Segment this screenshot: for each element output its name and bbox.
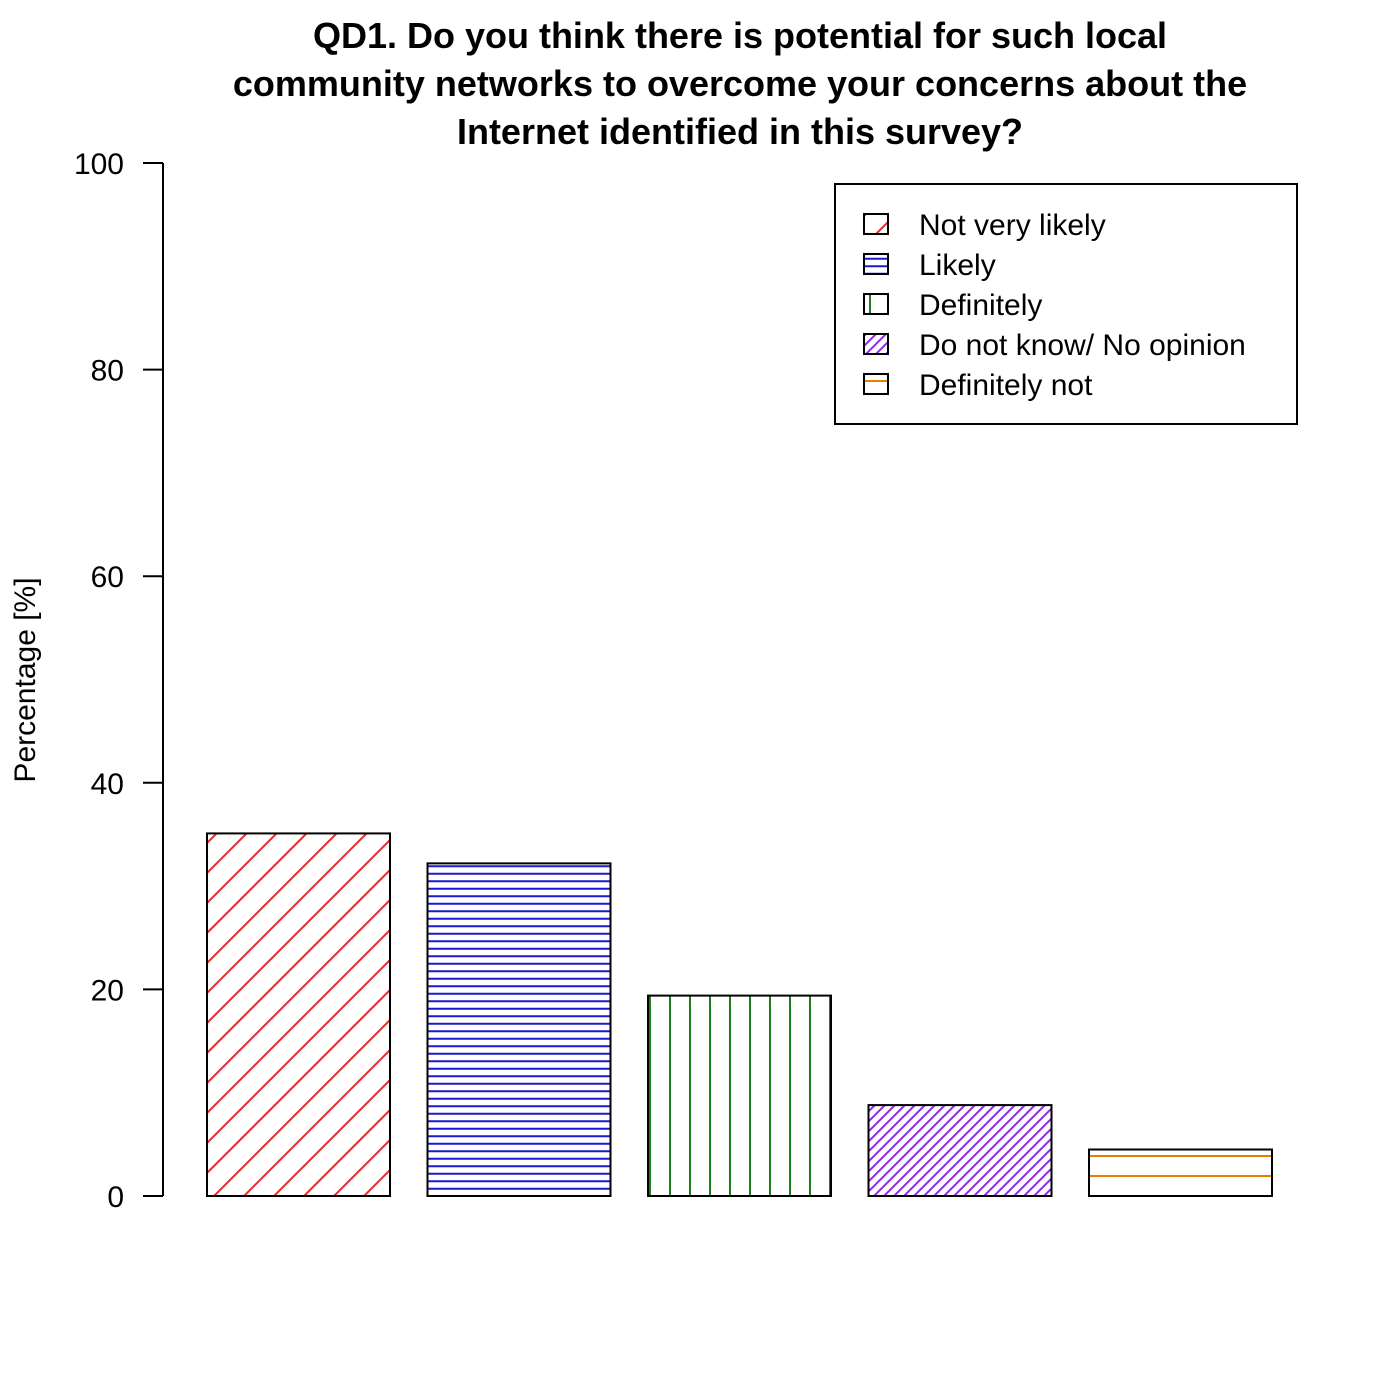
y-tick-label: 100 [74,148,124,181]
legend-item: Likely [863,249,996,282]
legend-swatch [863,333,889,355]
legend-item: Do not know/ No opinion [863,329,1246,362]
legend-item: Not very likely [863,209,1106,242]
chart-title-line-3: Internet identified in this survey? [457,111,1023,152]
legend-item: Definitely not [863,369,1093,402]
bar-definitely-not [1088,1148,1273,1198]
chart-title-line-2: community networks to overcome your conc… [233,63,1247,104]
legend-swatch [863,373,889,395]
legend-box [834,183,1298,425]
legend-swatch [863,253,889,275]
bar-not-very-likely [206,832,391,1197]
y-axis-label: Percentage [%] [9,577,42,782]
legend-item: Definitely [863,289,1042,322]
y-tick-label: 0 [107,1181,124,1214]
legend-label: Not very likely [919,209,1106,242]
y-tick-label: 20 [91,974,124,1007]
legend-swatch [863,213,889,235]
chart-title-line-1: QD1. Do you think there is potential for… [313,15,1167,56]
y-tick-label: 40 [91,768,124,801]
bar-definitely [647,994,832,1198]
legend: Not very likely Likely Definitely Do not kn… [834,183,1298,425]
legend-swatch [863,293,889,315]
chart-title: QD1. Do you think there is potential for… [233,15,1247,152]
y-axis: 0 20 40 60 80 100 [74,148,164,1214]
bar-do-not-know-no-opinion [867,1104,1053,1197]
y-tick-label: 60 [91,561,124,594]
bar-likely [426,862,612,1198]
y-tick-label: 80 [91,355,124,388]
legend-label: Definitely [919,289,1042,322]
legend-label: Likely [919,249,996,282]
legend-label: Do not know/ No opinion [919,329,1246,362]
bars [206,832,1273,1198]
legend-label: Definitely not [919,369,1093,402]
